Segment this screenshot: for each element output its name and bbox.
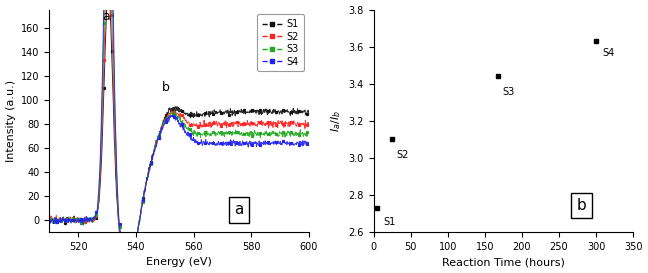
Text: S4: S4 (602, 48, 614, 58)
Text: b: b (162, 81, 170, 94)
Text: S1: S1 (383, 217, 395, 227)
X-axis label: Energy (eV): Energy (eV) (146, 257, 212, 268)
Text: S3: S3 (503, 87, 515, 97)
X-axis label: Reaction Time (hours): Reaction Time (hours) (442, 257, 565, 268)
Legend: S1, S2, S3, S4: S1, S2, S3, S4 (257, 14, 304, 72)
Text: b: b (577, 198, 586, 213)
Y-axis label: Intensity (a.u.): Intensity (a.u.) (6, 80, 16, 162)
Text: a: a (102, 10, 110, 23)
Y-axis label: $I_a/I_b$: $I_a/I_b$ (329, 110, 343, 132)
Text: S2: S2 (397, 150, 409, 160)
Text: a: a (234, 202, 244, 217)
